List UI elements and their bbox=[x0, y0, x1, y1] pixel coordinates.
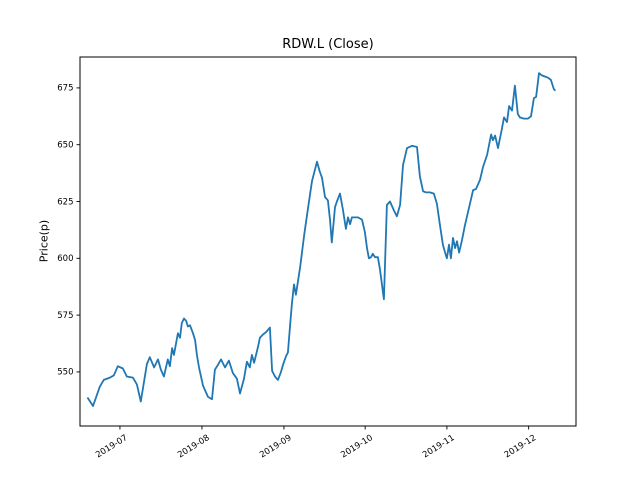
y-tick-label: 550 bbox=[57, 368, 73, 378]
price-line bbox=[87, 72, 556, 407]
y-tick-label: 650 bbox=[57, 141, 73, 151]
y-tick-label: 600 bbox=[57, 254, 73, 264]
x-tick-label: 2019-10 bbox=[339, 433, 374, 460]
x-tick-label: 2019-07 bbox=[94, 433, 129, 460]
x-tick-label: 2019-08 bbox=[176, 433, 211, 460]
x-tick-label: 2019-11 bbox=[421, 433, 456, 460]
plot-frame bbox=[79, 56, 577, 427]
chart-title: RDW.L (Close) bbox=[282, 37, 374, 52]
x-tick-label: 2019-12 bbox=[503, 433, 538, 460]
y-tick-label: 625 bbox=[57, 197, 73, 207]
y-tick-label: 575 bbox=[57, 311, 73, 321]
x-tick-label: 2019-09 bbox=[258, 433, 293, 460]
y-tick-label: 675 bbox=[57, 84, 73, 94]
